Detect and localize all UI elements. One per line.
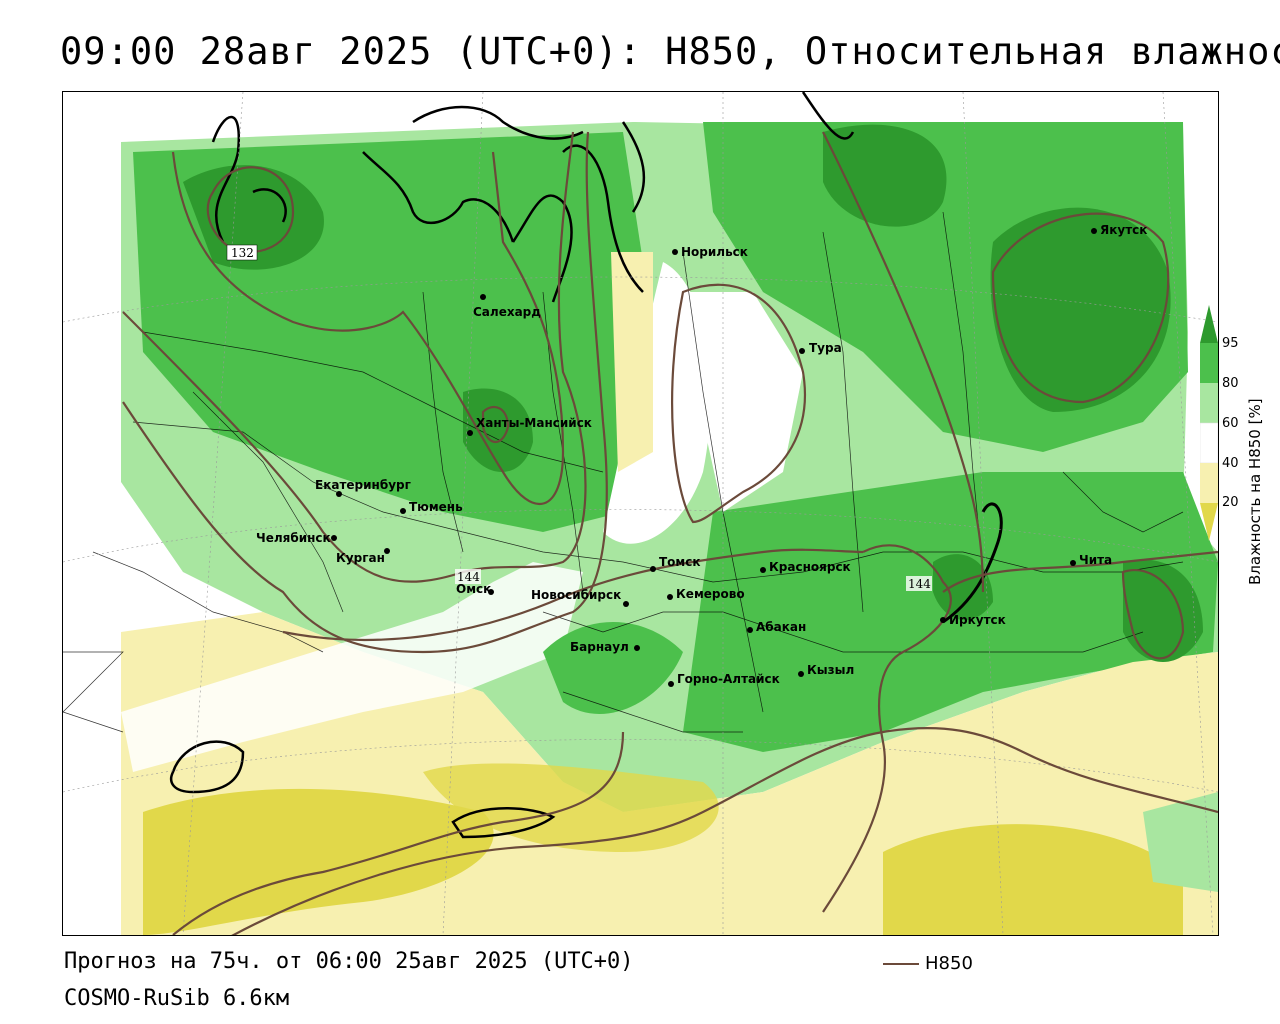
city-dot	[384, 548, 390, 554]
city-label: Якутск	[1100, 223, 1147, 237]
colorbar-tick: 20	[1222, 495, 1239, 510]
city-dot	[623, 601, 629, 607]
city-label: Кемерово	[676, 587, 745, 601]
city-dot	[747, 627, 753, 633]
colorbar-tick: 80	[1222, 376, 1239, 391]
city-dot	[760, 567, 766, 573]
city-label: Омск	[456, 582, 491, 596]
city-label: Екатеринбург	[315, 478, 411, 492]
city-dot	[798, 671, 804, 677]
city-dot	[488, 589, 494, 595]
contour-label: 144	[457, 570, 480, 584]
city-label: Тура	[809, 341, 842, 355]
map-title: 09:00 28авг 2025 (UTC+0): H850, Относите…	[60, 30, 1280, 73]
graticule	[63, 92, 1218, 935]
forecast-info: Прогноз на 75ч. от 06:00 25авг 2025 (UTC…	[64, 949, 634, 974]
city-dot	[940, 617, 946, 623]
city-label: Иркутск	[949, 613, 1006, 627]
humidity-colorbar	[1200, 305, 1218, 541]
city-label: Горно-Алтайск	[677, 672, 780, 686]
city-dot	[650, 566, 656, 572]
city-label: Курган	[336, 551, 385, 565]
city-dot	[480, 294, 486, 300]
humidity-field	[121, 122, 1218, 935]
h850-contours	[122, 131, 1218, 935]
city-dot	[1070, 560, 1076, 566]
contour-label-group: 132 144 144	[226, 244, 932, 591]
city-label: Абакан	[756, 620, 806, 634]
city-label: Тюмень	[409, 500, 463, 514]
city-dot	[467, 430, 473, 436]
city-label: Салехард	[473, 305, 541, 319]
city-dot	[336, 491, 342, 497]
contour-legend-swatch	[883, 962, 919, 965]
coastline	[169, 92, 1003, 839]
city-dot	[1091, 228, 1097, 234]
map-canvas: 132 144 144 Норильск Якутск Салехард Тур…	[63, 92, 1218, 935]
model-name: COSMO-RuSib 6.6км	[64, 986, 290, 1011]
city-dot	[799, 348, 805, 354]
contour-legend-label: H850	[925, 953, 973, 974]
contour-legend: H850	[883, 953, 973, 974]
city-dot	[672, 249, 678, 255]
city-label: Кызыл	[807, 663, 854, 677]
city-dot	[668, 681, 674, 687]
city-label: Ханты-Мансийск	[476, 416, 592, 430]
map-panel: 132 144 144 Норильск Якутск Салехард Тур…	[62, 91, 1219, 936]
city-label: Томск	[659, 555, 701, 569]
city-markers: Норильск Якутск Салехард Тура Ханты-Манс…	[256, 223, 1147, 687]
city-label: Норильск	[681, 245, 748, 259]
city-dot	[400, 508, 406, 514]
contour-label: 132	[231, 246, 254, 260]
city-dot	[331, 535, 337, 541]
contour-label: 144	[908, 577, 931, 591]
colorbar-tick: 40	[1222, 456, 1239, 471]
city-label: Челябинск	[256, 531, 331, 545]
city-label: Барнаул	[570, 640, 629, 654]
colorbar-tick: 95	[1222, 336, 1239, 351]
city-dot	[634, 645, 640, 651]
city-label: Красноярск	[769, 560, 851, 574]
colorbar-label: Влажность на H850 [%]	[1246, 398, 1264, 585]
colorbar-tick: 60	[1222, 416, 1239, 431]
city-dot	[667, 594, 673, 600]
city-label: Новосибирск	[531, 588, 621, 602]
city-label: Чита	[1079, 553, 1112, 567]
